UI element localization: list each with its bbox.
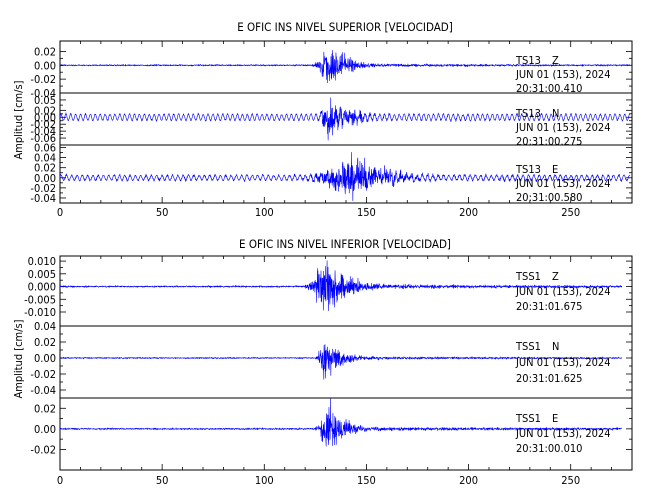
y-tick-label: -0.04 xyxy=(30,125,56,138)
trace-ts13-e xyxy=(59,152,631,201)
annot-ts13-n-station: TS13 xyxy=(515,107,541,120)
upper-group: E OFIC INS NIVEL SUPERIOR [VELOCIDAD] Am… xyxy=(12,20,633,219)
panel-ts13-z: -0.04-0.020.000.02 TS13 Z JUN 01 (153), … xyxy=(30,40,633,100)
y-tick-label: -0.010 xyxy=(24,306,56,319)
x-tick-label: 150 xyxy=(357,206,376,219)
annot-tss1-e-station: TSS1 xyxy=(515,412,541,425)
y-tick-label: -0.02 xyxy=(30,73,56,86)
lower-x-axis: 0 50 100 150 200 250 xyxy=(57,474,580,487)
annot-ts13-e-time: 20:31:00.580 xyxy=(516,191,582,204)
y-tick-label: 0.02 xyxy=(34,336,56,349)
annot-tss1-z-component: Z xyxy=(552,270,559,283)
x-tick-label: 50 xyxy=(156,474,169,487)
annot-tss1-z-time: 20:31:01.675 xyxy=(516,300,582,313)
lower-title: E OFIC INS NIVEL INFERIOR [VELOCIDAD] xyxy=(239,237,451,251)
trace-tss1-n xyxy=(59,344,622,380)
x-tick-label: 100 xyxy=(255,474,274,487)
trace-tss1-e xyxy=(59,398,622,447)
y-tick-label: -0.06 xyxy=(30,132,56,145)
y-tick-label: -0.02 xyxy=(30,182,56,195)
annot-ts13-n-time: 20:31:00.275 xyxy=(516,135,582,148)
panel-tss1-e: -0.020.000.02 TSS1 E JUN 01 (153), 2024 … xyxy=(30,397,633,471)
panel-ts13-n: -0.06-0.04-0.020.000.020.05 TS13 N JUN 0… xyxy=(30,92,633,148)
y-tick-label: 0.00 xyxy=(34,172,56,185)
trace-ts13-n xyxy=(59,97,631,141)
trace-tss1-z xyxy=(59,260,623,312)
x-tick-label: 250 xyxy=(561,206,580,219)
y-tick-label: 0.02 xyxy=(34,162,56,175)
annot-ts13-z-component: Z xyxy=(552,54,559,67)
y-tick-label: -0.02 xyxy=(30,118,56,131)
y-tick-label: -0.04 xyxy=(30,87,56,100)
x-tick-label: 200 xyxy=(459,206,478,219)
annot-tss1-n-station: TSS1 xyxy=(515,340,541,353)
y-tick-label: 0.02 xyxy=(34,45,56,58)
y-tick-label: 0.00 xyxy=(34,59,56,72)
y-tick-label: 0.02 xyxy=(34,402,56,415)
y-tick-label: 0.06 xyxy=(34,142,56,155)
trace-ts13-z xyxy=(59,50,631,84)
y-tick-label: 0.04 xyxy=(34,320,56,333)
lower-group: E OFIC INS NIVEL INFERIOR [VELOCIDAD] Am… xyxy=(12,237,633,487)
annot-tss1-e-time: 20:31:00.010 xyxy=(516,442,582,455)
annot-ts13-e-component: E xyxy=(552,163,558,176)
y-tick-label: 0.005 xyxy=(28,268,56,281)
annot-ts13-n-date: JUN 01 (153), 2024 xyxy=(515,121,611,134)
annot-ts13-n-component: N xyxy=(552,107,559,120)
x-tick-label: 200 xyxy=(459,474,478,487)
annot-tss1-n-component: N xyxy=(552,340,559,353)
x-tick-label: 150 xyxy=(357,474,376,487)
y-tick-label: -0.04 xyxy=(30,192,56,205)
y-tick-label: 0.04 xyxy=(34,152,56,165)
upper-title: E OFIC INS NIVEL SUPERIOR [VELOCIDAD] xyxy=(237,20,453,34)
y-tick-label: -0.005 xyxy=(24,293,56,306)
annot-ts13-z-date: JUN 01 (153), 2024 xyxy=(515,68,611,81)
y-tick-label: -0.04 xyxy=(30,384,56,397)
annot-tss1-e-date: JUN 01 (153), 2024 xyxy=(515,427,611,440)
annot-ts13-e-date: JUN 01 (153), 2024 xyxy=(515,177,611,190)
annot-tss1-e-component: E xyxy=(552,412,558,425)
annot-ts13-z-station: TS13 xyxy=(515,54,541,67)
annot-ts13-z-time: 20:31:00.410 xyxy=(516,82,582,95)
annot-ts13-e-station: TS13 xyxy=(515,163,541,176)
panel-tss1-n: -0.04 -0.02 0.00 0.02 0.04 TSS1 N JUN 01 (15… xyxy=(30,320,633,399)
y-tick-label: -0.02 xyxy=(30,443,56,456)
lower-ylabel: Amplitud [cm/s] xyxy=(12,319,25,398)
y-tick-label: 0.02 xyxy=(34,104,56,117)
y-tick-label: -0.02 xyxy=(30,368,56,381)
upper-ylabel: Amplitud [cm/s] xyxy=(12,80,25,159)
x-tick-label: 50 xyxy=(156,206,169,219)
y-tick-label: 0.00 xyxy=(34,423,56,436)
y-tick-label: 0.000 xyxy=(28,281,56,294)
x-tick-label: 250 xyxy=(561,474,580,487)
y-tick-label: 0.00 xyxy=(34,352,56,365)
annot-tss1-z-station: TSS1 xyxy=(515,270,541,283)
annot-tss1-n-date: JUN 01 (153), 2024 xyxy=(515,356,611,369)
x-tick-label: 0 xyxy=(57,206,63,219)
y-tick-label: 0.05 xyxy=(34,94,56,107)
x-tick-label: 100 xyxy=(255,206,274,219)
y-tick-label: 0.010 xyxy=(28,255,56,268)
panel-ts13-e: -0.04-0.020.000.020.040.06 TS13 E JUN 01… xyxy=(30,142,633,205)
x-tick-label: 0 xyxy=(57,474,63,487)
annot-tss1-z-date: JUN 01 (153), 2024 xyxy=(515,285,611,298)
annot-tss1-n-time: 20:31:01.625 xyxy=(516,372,582,385)
y-tick-label: 0.00 xyxy=(34,111,56,124)
upper-x-axis: 0 50 100 150 200 250 xyxy=(57,206,580,219)
